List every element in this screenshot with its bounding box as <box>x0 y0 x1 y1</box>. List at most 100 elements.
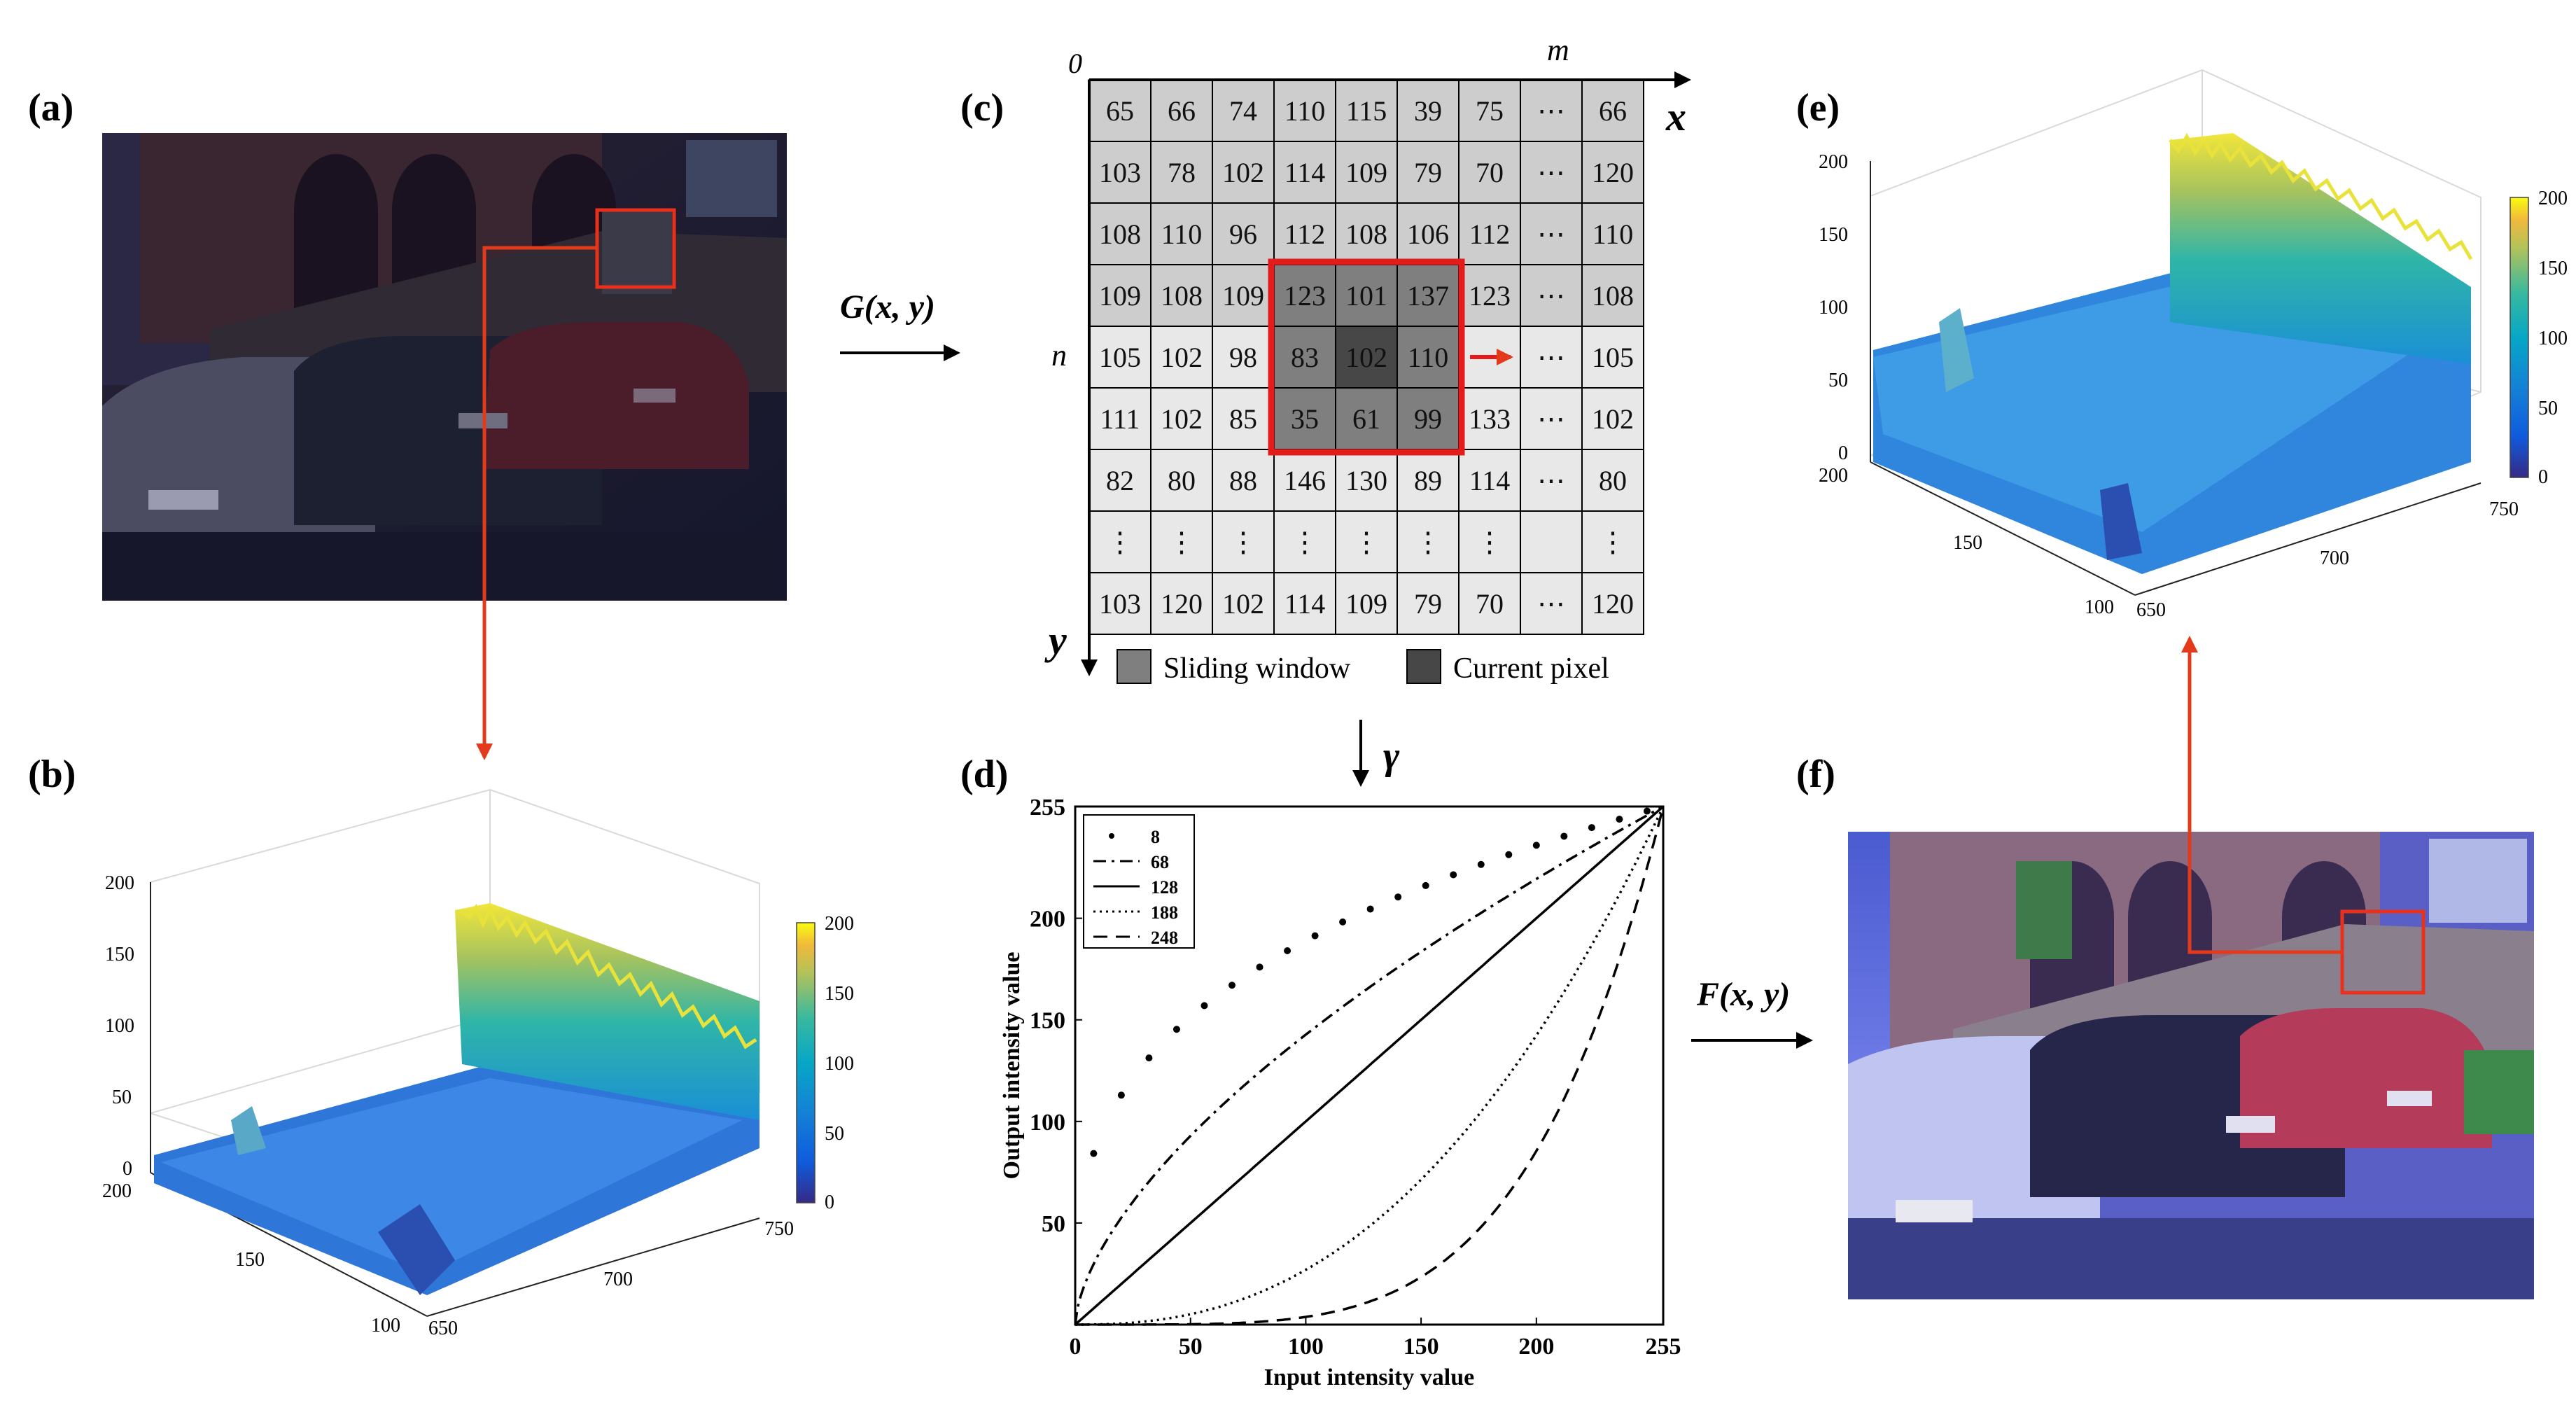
grid-cell <box>1273 79 1336 142</box>
grid-cell-value: ⋯ <box>1537 218 1565 250</box>
grid-cell-value: 103 <box>1099 157 1141 188</box>
tick-label: 100 <box>825 1053 854 1075</box>
grid-cell-value: ⋮ <box>1291 526 1319 558</box>
grid-cell-value: 108 <box>1099 218 1141 250</box>
tick-label: 650 <box>2136 599 2166 621</box>
surface-e-y-ticks: 200 150 100 <box>1819 465 2114 618</box>
legend-marker <box>1109 833 1114 839</box>
surface-plot-e <box>1870 69 2482 596</box>
grid-cell <box>1212 387 1275 450</box>
grid-cell <box>1212 572 1275 635</box>
colorbar-e <box>2510 197 2529 478</box>
grid-cell-value: 66 <box>1599 95 1627 127</box>
tick-label: 150 <box>1953 532 1982 554</box>
y-axis-label: Output intensity value <box>999 952 1025 1180</box>
grid-cell-value: 146 <box>1284 465 1326 496</box>
grid-cell <box>1088 572 1152 635</box>
tick-label: 150 <box>235 1249 265 1271</box>
grid-cell <box>1581 387 1644 450</box>
y-tick-label: 100 <box>1030 1110 1065 1136</box>
legend-label: 188 <box>1151 902 1178 923</box>
grid-cell-value: 109 <box>1222 280 1264 312</box>
grid-cell <box>1581 202 1644 265</box>
grid-cell-value: 130 <box>1345 465 1387 496</box>
grid-cell-value: 110 <box>1592 218 1634 250</box>
grid-cell-value: 85 <box>1229 403 1257 435</box>
grid-cell-value: 102 <box>1161 403 1203 435</box>
panel-label-d: (d) <box>960 753 1008 796</box>
tick-label: 200 <box>105 872 134 894</box>
y-tick-label: 200 <box>1030 907 1065 933</box>
grid-cell-value: 88 <box>1229 465 1257 496</box>
grid-cell-value: 35 <box>1291 403 1319 435</box>
legend-sliding-window: Sliding window <box>1163 652 1351 685</box>
grid-cell <box>1581 326 1644 389</box>
grid-cell <box>1212 510 1275 573</box>
tick-label: 100 <box>371 1315 400 1336</box>
grid-cell-value: 65 <box>1106 95 1134 127</box>
data-point <box>1505 851 1513 858</box>
grid-cell-value: 109 <box>1345 588 1387 620</box>
gamma-chart: 0 50 100 150 200 255 50 100 150 200 255 Input inten… <box>999 795 1681 1390</box>
grid-cell <box>1396 510 1460 573</box>
grid-legend: Sliding window Current pixel <box>1116 649 1609 685</box>
grid-cell <box>1335 326 1398 389</box>
tick-label: 50 <box>1828 370 1848 391</box>
surface-e-x-ticks: 650 700 750 <box>2136 498 2519 621</box>
tick-label: 50 <box>112 1087 132 1108</box>
tick-label: 100 <box>1819 297 1848 319</box>
grid-cell <box>1088 326 1152 389</box>
series-line-248 <box>1075 806 1665 1326</box>
grid-cell-value: 103 <box>1099 588 1141 620</box>
grid-cell-value: 110 <box>1408 342 1449 373</box>
grid-cell <box>1581 572 1644 635</box>
grid-cell-value: 112 <box>1284 218 1326 250</box>
grid-cell-value: 137 <box>1407 280 1449 312</box>
data-point <box>1477 860 1485 868</box>
tick-label: 100 <box>105 1015 134 1037</box>
x-axis-label: Input intensity value <box>1264 1364 1474 1390</box>
grid-cell-value: 82 <box>1106 465 1134 496</box>
surface-b-z-ticks: 200 150 100 50 0 <box>105 872 134 1180</box>
grid-cell-value: 75 <box>1476 95 1504 127</box>
tick-label: 150 <box>105 944 134 965</box>
grid-cell-value: ⋮ <box>1599 526 1627 558</box>
grid-cell-value: 102 <box>1161 342 1203 373</box>
grid-cell-value: 98 <box>1229 342 1257 373</box>
legend-swatch-sliding-window <box>1116 649 1152 684</box>
x-tick-label: 0 <box>1070 1334 1082 1360</box>
panel-label-b: (b) <box>28 753 76 796</box>
axis-m: m <box>1547 33 1569 67</box>
grid-cell <box>1458 202 1521 265</box>
grid-cell <box>1150 510 1213 573</box>
grid-cell <box>1335 141 1398 204</box>
grid-cell-value: ⋯ <box>1537 588 1565 620</box>
tick-label: 50 <box>2538 398 2558 419</box>
data-point <box>1394 893 1402 901</box>
grid-cell <box>1581 79 1644 142</box>
sliding-window-outline <box>1268 258 1465 456</box>
tick-label: 750 <box>2489 498 2519 520</box>
grid-cell-value: 102 <box>1345 342 1387 373</box>
grid-cell-value: 108 <box>1592 280 1634 312</box>
grid-cell-value: 102 <box>1222 157 1264 188</box>
enhanced-output-photo <box>1848 832 2534 1299</box>
y-tick-label: 150 <box>1030 1008 1065 1034</box>
grid-cell-value: 111 <box>1100 403 1140 435</box>
grid-cell-value: 101 <box>1345 280 1387 312</box>
grid-cell-value: 123 <box>1469 280 1511 312</box>
grid-cell <box>1520 141 1583 204</box>
legend-current-pixel: Current pixel <box>1453 652 1609 685</box>
grid-cell <box>1520 202 1583 265</box>
arrow-label-g: G(x, y) <box>840 288 935 326</box>
grid-cell <box>1335 202 1398 265</box>
data-point <box>1339 918 1347 926</box>
colorbar-b-ticks: 200 150 100 50 0 <box>825 913 854 1213</box>
grid-cell-value: 61 <box>1352 403 1380 435</box>
grid-cell-value: 96 <box>1229 218 1257 250</box>
grid-cell <box>1520 510 1583 573</box>
data-point <box>1090 1150 1098 1157</box>
grid-cell <box>1088 79 1152 142</box>
legend-swatch-current-pixel <box>1406 649 1441 684</box>
grid-cell-value: 83 <box>1291 342 1319 373</box>
